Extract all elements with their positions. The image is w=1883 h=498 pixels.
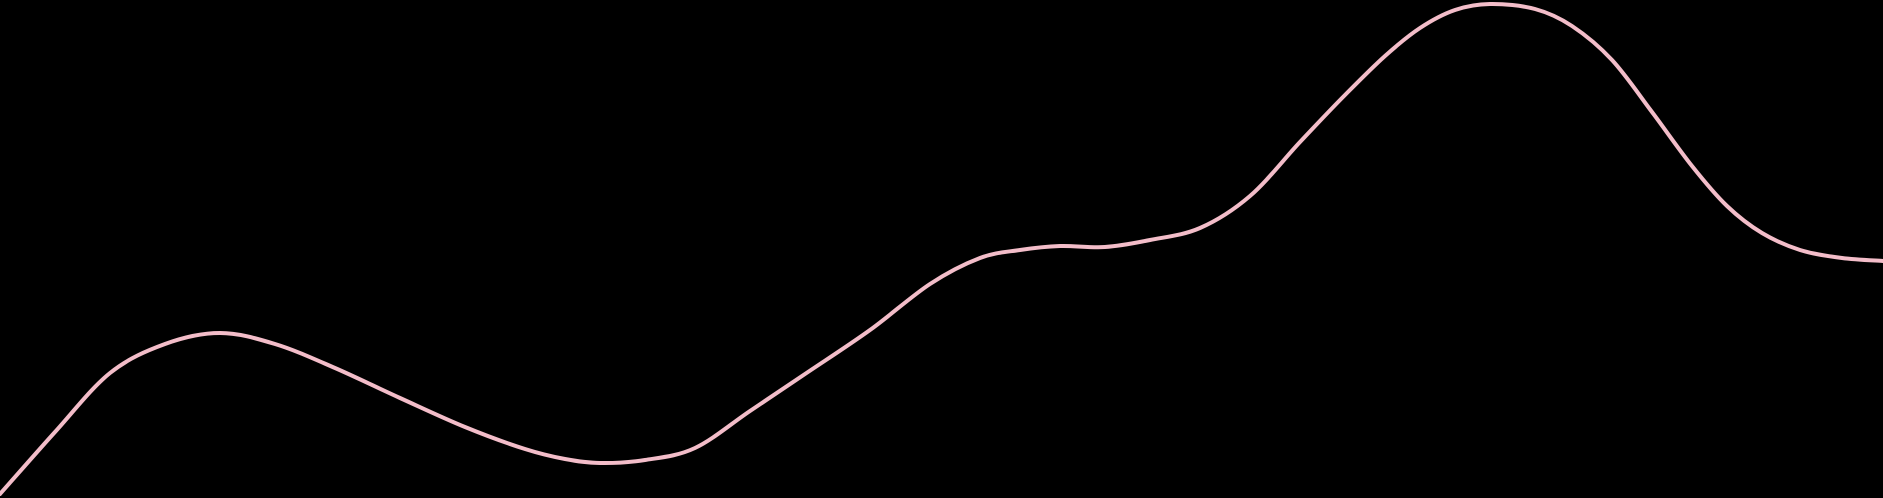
wave-line-chart bbox=[0, 1, 1883, 496]
black-canvas bbox=[0, 0, 1883, 498]
wave-line bbox=[0, 1, 1883, 496]
